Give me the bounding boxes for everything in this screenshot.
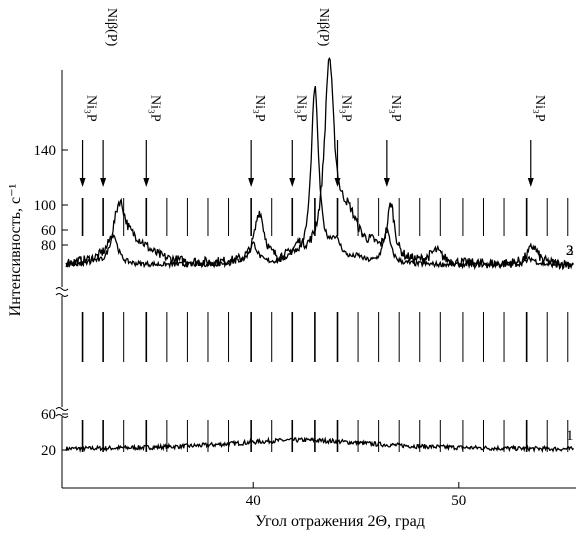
plot-frame: [55, 70, 576, 489]
phase-arrow-head-4: [248, 178, 255, 187]
y-tick-label-5: 60: [41, 407, 56, 423]
phase-arrow-head-1: [79, 178, 86, 187]
series-3-line: [65, 85, 574, 270]
phase-label-4: Ni₃P: [252, 95, 267, 122]
phase-arrow-head-9: [527, 178, 534, 187]
phase-label-1: Ni₃P: [84, 95, 99, 122]
phase-arrow-head-5: [289, 178, 296, 187]
reference-lines: [81, 198, 569, 452]
axis-break-mark-1: [55, 287, 69, 297]
phase-label-8: Ni₃P: [388, 95, 403, 122]
phase-label-7: Ni₃P: [339, 95, 354, 122]
series-3-label: 3: [566, 243, 574, 259]
phase-label-3: Ni₃P: [147, 95, 162, 122]
phase-label-6: Niβ(P): [316, 8, 331, 47]
phase-arrow-head-8: [383, 178, 390, 187]
phase-label-5: Ni₃P: [293, 95, 308, 122]
y-tick-label-1: 140: [34, 143, 57, 159]
y-tick-label-4: 80: [41, 238, 56, 254]
axis-break-mark-2: [55, 407, 69, 418]
series-1-line: [65, 436, 575, 454]
x-axis-title: Угол отражения 2Θ, град: [255, 513, 425, 530]
phase-arrow-head-7: [334, 178, 341, 187]
phase-label-2: Niβ(P): [104, 8, 119, 47]
series-1-label: 1: [566, 428, 574, 444]
phase-label-9: Ni₃P: [532, 95, 547, 122]
y-tick-label-2: 60: [41, 223, 56, 239]
y-tick-label-3: 100: [34, 198, 57, 214]
phase-arrow-head-2: [100, 178, 107, 187]
series-2-label: 2: [566, 243, 574, 259]
series-layer: 1 23: [65, 57, 575, 454]
series-2-line: [65, 57, 574, 271]
phase-annotations: Ni₃P Niβ(P) Ni₃P Ni₃P Ni₃P Niβ(P) Ni₃P Ni₃P Ni₃P: [79, 8, 547, 187]
phase-arrow-head-3: [143, 178, 150, 187]
x-tick-label-1: 40: [246, 493, 261, 509]
y-tick-label-6: 20: [41, 443, 56, 459]
x-tick-label-2: 50: [451, 493, 466, 509]
y-axis-title: Интенсивность, с⁻¹: [7, 183, 24, 316]
